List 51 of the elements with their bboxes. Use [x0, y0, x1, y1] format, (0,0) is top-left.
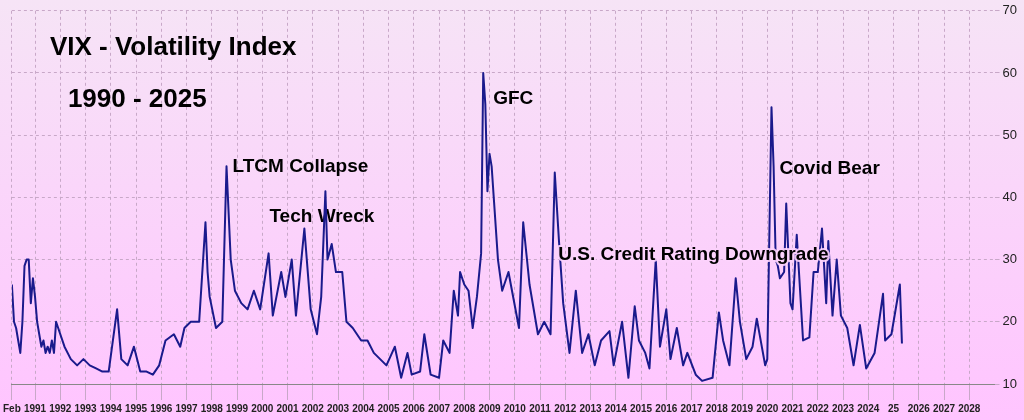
x-tick-label: 1991: [23, 402, 47, 414]
y-tick-label: 40: [1002, 188, 1018, 204]
x-tick-label: 2002: [301, 402, 325, 414]
x-tick-label: 2026: [907, 402, 931, 414]
x-tick-label: 2017: [680, 402, 704, 414]
annotation: Covid Bear: [779, 157, 881, 179]
x-tick-label: 1994: [99, 402, 123, 414]
y-tick-label: 30: [1002, 251, 1018, 267]
x-tick-label: 2008: [453, 402, 476, 414]
x-tick-label: 2022: [806, 402, 830, 414]
x-tick-label: 2001: [276, 402, 300, 414]
x-tick-label: 1996: [150, 402, 173, 414]
x-tick-label: 2028: [958, 402, 981, 414]
x-tick-label: 2019: [730, 402, 754, 414]
x-tick-label: 25: [887, 402, 900, 414]
x-tick-label: 1999: [225, 402, 249, 414]
x-tick-label: 1998: [200, 402, 224, 414]
x-tick-label: 2005: [377, 402, 401, 414]
x-tick-label: 2007: [427, 402, 451, 414]
x-tick-label: 2020: [756, 402, 779, 414]
x-tick-label: 2016: [655, 402, 678, 414]
x-tick-label: 2003: [326, 402, 350, 414]
x-tick-label: 2023: [831, 402, 855, 414]
x-tick-label: 2014: [604, 402, 628, 414]
y-tick-label: 10: [1002, 375, 1018, 391]
x-tick-label: 2024: [857, 402, 880, 414]
x-tick-label: 2013: [579, 402, 603, 414]
x-tick-label: 2012: [554, 402, 577, 414]
x-tick-label: 2011: [529, 402, 552, 414]
x-tick-label: 2010: [503, 402, 527, 414]
x-tick-label: 2015: [629, 402, 653, 414]
x-tick-label: 2000: [251, 402, 274, 414]
x-tick-label: 2004: [352, 402, 375, 414]
x-tick-label: 1993: [74, 402, 98, 414]
text: 1990 - 2025: [67, 83, 207, 114]
y-tick-label: 20: [1002, 313, 1018, 329]
x-tick-label: 2018: [705, 402, 729, 414]
x-tick-label: Feb: [3, 402, 21, 414]
annotation: LTCM Collapse: [232, 154, 369, 176]
x-tick-label: 1995: [124, 402, 148, 414]
x-tick-label: 2021: [781, 402, 805, 414]
x-tick-label: 1992: [49, 402, 72, 414]
y-tick-label: 50: [1002, 126, 1018, 142]
annotation: GFC: [493, 87, 534, 109]
x-tick-label: 2006: [402, 402, 426, 414]
text: VIX - Volatility Index: [49, 31, 297, 62]
x-tick-label: 2009: [478, 402, 502, 414]
x-tick-label: 1997: [175, 402, 199, 414]
y-tick-label: 70: [1002, 2, 1018, 18]
y-tick-label: 60: [1002, 64, 1018, 80]
x-tick-label: 2027: [932, 402, 956, 414]
